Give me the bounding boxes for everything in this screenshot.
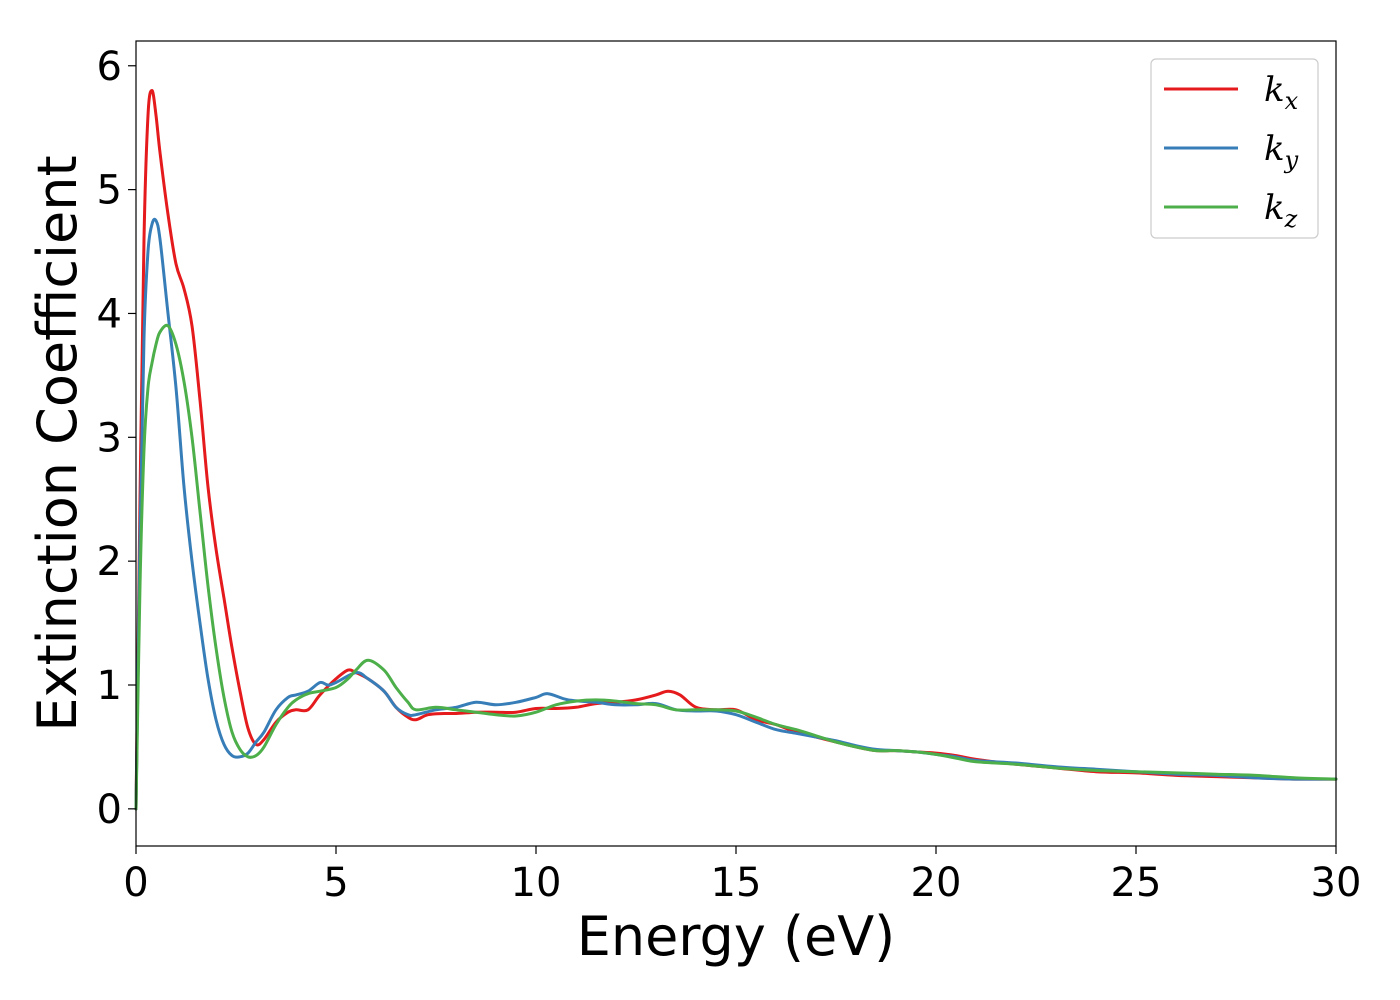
legend-label-x: kx bbox=[1264, 70, 1299, 115]
legend: kx ky kz bbox=[1150, 58, 1319, 239]
x-tick-label: 0 bbox=[123, 860, 148, 906]
series-line-z bbox=[134, 323, 1338, 811]
y-tick-label: 1 bbox=[97, 663, 122, 709]
y-tick-label: 6 bbox=[97, 44, 122, 90]
x-axis-ticks: 0 5 10 15 20 25 30 bbox=[123, 846, 1361, 906]
x-tick-label: 15 bbox=[711, 860, 762, 906]
y-tick-label: 4 bbox=[97, 291, 122, 337]
x-axis-label: Energy (eV) bbox=[577, 905, 896, 968]
y-axis-ticks: 0 1 2 3 4 5 6 bbox=[97, 44, 136, 833]
x-tick-label: 10 bbox=[511, 860, 562, 906]
x-tick-label: 30 bbox=[1311, 860, 1362, 906]
x-tick-label: 25 bbox=[1111, 860, 1162, 906]
y-tick-label: 5 bbox=[97, 168, 122, 214]
x-tick-label: 20 bbox=[911, 860, 962, 906]
y-tick-label: 0 bbox=[97, 787, 122, 833]
legend-label-z: kz bbox=[1264, 188, 1298, 233]
y-axis-label: Extinction Coefficient bbox=[26, 155, 89, 731]
y-tick-label: 3 bbox=[97, 415, 122, 461]
series-layer bbox=[134, 89, 1338, 811]
legend-label-y: ky bbox=[1264, 129, 1299, 174]
x-tick-label: 5 bbox=[323, 860, 348, 906]
y-tick-label: 2 bbox=[97, 539, 122, 585]
